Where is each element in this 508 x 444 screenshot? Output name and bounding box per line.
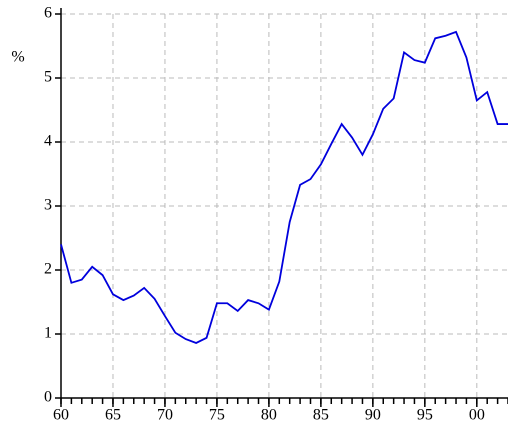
y-tick-label: 3 bbox=[44, 197, 52, 214]
x-tick-label: 75 bbox=[209, 407, 225, 424]
y-axis-label: % bbox=[11, 49, 24, 66]
y-tick-label: 2 bbox=[44, 261, 52, 278]
x-tick-label: 70 bbox=[157, 407, 173, 424]
y-tick-label: 6 bbox=[44, 5, 52, 22]
y-tick-label: 4 bbox=[44, 133, 52, 150]
y-tick-label: 5 bbox=[44, 69, 52, 86]
x-tick-label: 90 bbox=[365, 407, 381, 424]
x-tick-label: 85 bbox=[313, 407, 329, 424]
x-tick-label: 65 bbox=[105, 407, 121, 424]
data-line bbox=[60, 30, 508, 344]
x-tick-label: 00 bbox=[469, 407, 485, 424]
x-tick-label: 60 bbox=[53, 407, 69, 424]
y-tick-label: 1 bbox=[44, 325, 52, 342]
y-tick-label: 0 bbox=[44, 389, 52, 406]
x-tick-label: 95 bbox=[417, 407, 433, 424]
x-tick-label: 80 bbox=[261, 407, 277, 424]
